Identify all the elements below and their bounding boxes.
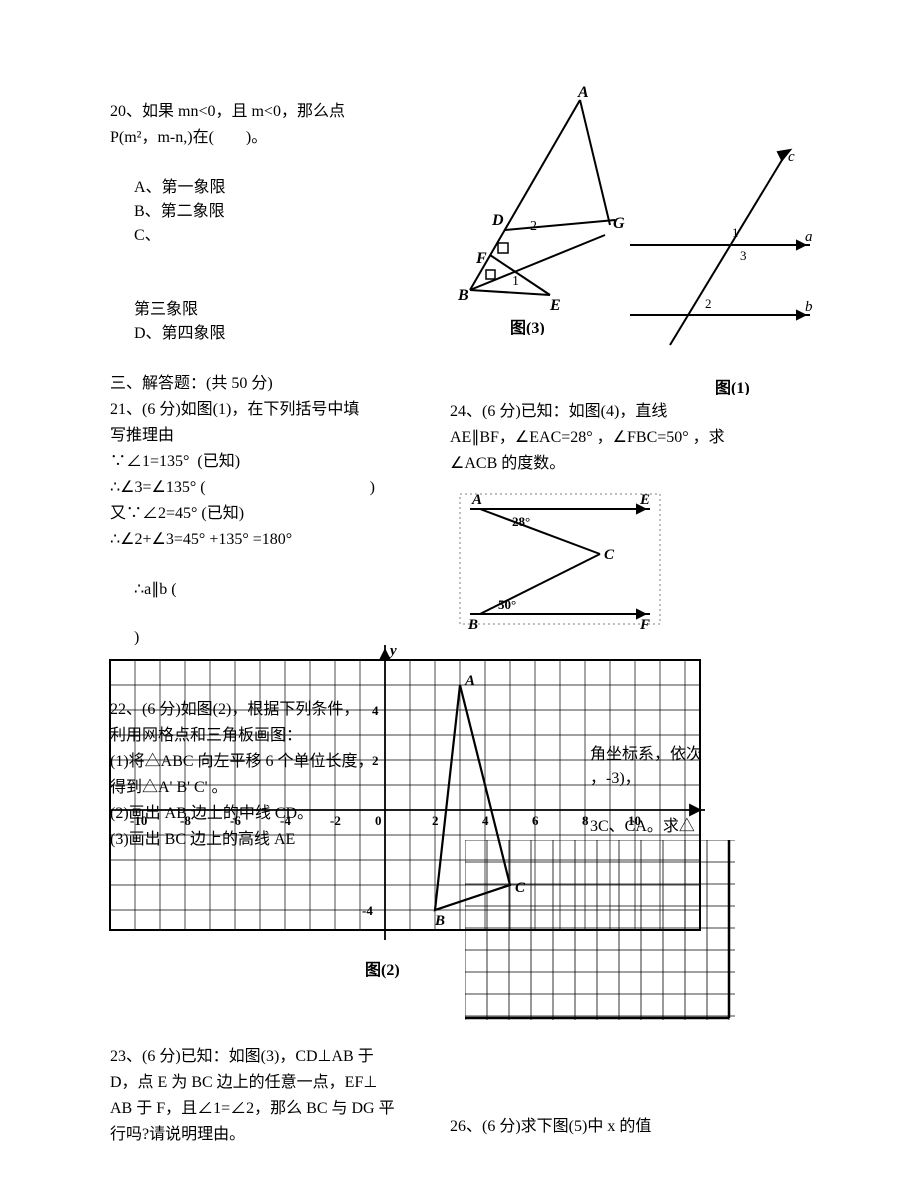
q24-l3: ∠ACB 的度数。 <box>450 452 820 476</box>
fig3-label: 图(3) <box>510 319 545 335</box>
fig4-F: F <box>639 617 650 633</box>
q21-l6: ∴∠2+∠3=45° +135° =180° <box>110 528 420 552</box>
q21-l2: 写推理由 <box>110 424 420 448</box>
q20-opts1: A、第一象限 B、第二象限 C、 <box>110 152 420 272</box>
q23-l3: AB 于 F，且∠1=∠2，那么 BC 与 DG 平 <box>110 1097 430 1121</box>
section3-title: 三、解答题：(共 50 分) <box>110 372 420 396</box>
tick-x-n6: -6 <box>230 813 241 828</box>
q21-l1: 21、(6 分)如图(1)，在下列括号中填 <box>110 398 420 422</box>
fig4-ang1: 28° <box>512 514 530 529</box>
fig4-C: C <box>604 547 615 563</box>
fig1-c: c <box>788 149 795 165</box>
fig3-A: A <box>577 85 589 101</box>
fig1-ang2: 2 <box>705 296 712 311</box>
tick-x-2: 2 <box>432 813 439 828</box>
fig4-B: B <box>467 617 478 633</box>
page-content: 20、如果 mn<0，且 m<0，那么点 P(m²，m-n,)在( )。 A、第… <box>110 100 810 1151</box>
q26-block: 26、(6 分)求下图(5)中 x 的值 <box>450 1115 810 1141</box>
figure-1: c a b 1 3 2 图(1) <box>620 135 820 395</box>
q24-l1: 24、(6 分)已知：如图(4)，直线 <box>450 400 820 424</box>
fig3-ang2: 2 <box>530 219 537 234</box>
tick-x-n10: -10 <box>130 813 147 828</box>
tick-y-2: 2 <box>372 753 379 768</box>
figures-row: A B E D F G 2 1 图(3) c <box>450 100 820 370</box>
q23-l1: 23、(6 分)已知：如图(3)，CD⊥AB 于 <box>110 1045 430 1069</box>
tick-x-n2: -2 <box>330 813 341 828</box>
fig3-ang1: 1 <box>512 274 519 289</box>
fig2-A: A <box>464 673 475 689</box>
q25-frag3: 3C、CA。求△ <box>590 812 695 836</box>
fig1-ang3: 3 <box>740 248 747 263</box>
fig1-a: a <box>805 229 813 245</box>
figure-4: A E B F C 28° 50° <box>450 484 670 634</box>
fig2-label: 图(2) <box>365 961 400 979</box>
q21-l3: ∵∠1=135° (已知) <box>110 450 420 474</box>
fig3-D: D <box>491 212 504 229</box>
tick-y-4: 4 <box>372 703 379 718</box>
q21-l4: ∴∠3=∠135° ( ) <box>110 476 420 500</box>
fig4-A: A <box>471 492 482 508</box>
q20-line1: 20、如果 mn<0，且 m<0，那么点 <box>110 100 420 124</box>
fig3-B: B <box>457 287 469 304</box>
tick-y-n4: -4 <box>362 903 373 918</box>
fig3-E: E <box>549 297 561 314</box>
fig1-b: b <box>805 299 813 315</box>
tick-x-n4: -4 <box>280 813 291 828</box>
fig3-F: F <box>475 250 487 267</box>
tick-x-6: 6 <box>532 813 539 828</box>
q20-opts2: 第三象限 D、第四象限 <box>110 274 420 370</box>
q20-optA: A、第一象限 <box>134 179 226 196</box>
fig1-label: 图(1) <box>715 379 750 395</box>
q21-l7a: ∴a∥b ( <box>134 581 177 598</box>
fig4-E: E <box>639 492 650 508</box>
q23-l2: D，点 E 为 BC 边上的任意一点，EF⊥ <box>110 1071 430 1095</box>
q25-frag1: 角坐标系，依次 <box>590 740 702 764</box>
tick-x-0: 0 <box>375 813 382 828</box>
q21-l5: 又∵∠2=45° (已知) <box>110 502 420 526</box>
grid-row: -10 -8 -6 -4 -2 0 2 4 6 8 10 2 4 -4 y A … <box>100 640 830 1010</box>
q20-optC: C、 <box>134 227 161 244</box>
q20-optC2: 第三象限 <box>134 301 198 318</box>
q20-line2: P(m²，m-n,)在( )。 <box>110 126 420 150</box>
tick-x-8: 8 <box>582 813 589 828</box>
q25-frag2: ，-3)， <box>590 764 641 788</box>
fig2-B: B <box>434 913 445 929</box>
q23-l4: 行吗?请说明理由。 <box>110 1123 430 1147</box>
figure-3: A B E D F G 2 1 图(3) <box>450 85 630 335</box>
q20-optD: D、第四象限 <box>134 325 226 342</box>
q26-l1: 26、(6 分)求下图(5)中 x 的值 <box>450 1115 810 1139</box>
q20-optB: B、第二象限 <box>134 203 225 220</box>
small-grid <box>465 840 735 1040</box>
tick-x-n8: -8 <box>180 813 191 828</box>
fig2-y: y <box>388 643 397 659</box>
fig4-ang2: 50° <box>498 597 516 612</box>
right-column: A B E D F G 2 1 图(3) c <box>450 100 820 639</box>
q24-l2: AE∥BF，∠EAC=28° ，∠FBC=50° ，求 <box>450 426 820 450</box>
tick-x-4: 4 <box>482 813 489 828</box>
q23-block: 23、(6 分)已知：如图(3)，CD⊥AB 于 D，点 E 为 BC 边上的任… <box>110 1045 430 1149</box>
fig1-ang1: 1 <box>732 225 739 240</box>
